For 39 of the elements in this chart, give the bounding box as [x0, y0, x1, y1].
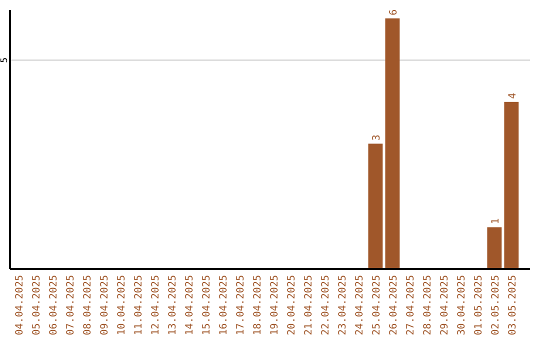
x-tick-label: 27.04.2025: [405, 275, 416, 336]
x-tick-label: 15.04.2025: [202, 275, 213, 336]
x-tick-label: 06.04.2025: [48, 275, 60, 336]
x-tick-label: 07.04.2025: [66, 275, 77, 336]
data-label: 3: [371, 134, 382, 141]
x-tick-label: 12.04.2025: [150, 275, 162, 336]
x-tick-label: 17.04.2025: [236, 275, 247, 336]
x-tick-label: 29.04.2025: [439, 275, 450, 336]
x-tick-label: 25.04.2025: [371, 275, 382, 336]
bar: [504, 102, 519, 269]
x-tick-label: 01.05.2025: [473, 275, 484, 336]
x-tick-label: 21.04.2025: [303, 275, 314, 336]
data-label: 6: [388, 9, 400, 16]
x-tick-label: 13.04.2025: [168, 275, 179, 336]
x-tick-label: 08.04.2025: [82, 275, 94, 336]
x-tick-label: 10.04.2025: [116, 275, 128, 336]
x-tick-label: 14.04.2025: [184, 275, 196, 336]
x-tick-label: 22.04.2025: [320, 275, 332, 336]
x-tick-label: 16.04.2025: [218, 275, 230, 336]
y-tick-label: 5: [0, 57, 10, 63]
x-tick-label: 23.04.2025: [337, 275, 348, 336]
x-tick-label: 09.04.2025: [100, 275, 111, 336]
data-label: 4: [507, 92, 518, 99]
x-tick-label: 04.04.2025: [14, 275, 26, 336]
x-tick-label: 05.04.2025: [32, 275, 43, 336]
bar: [487, 227, 502, 269]
x-tick-label: 30.04.2025: [456, 275, 468, 336]
x-tick-label: 20.04.2025: [286, 275, 298, 336]
x-tick-label: 02.05.2025: [490, 275, 502, 336]
bar: [385, 18, 400, 269]
x-tick-label: 18.04.2025: [252, 275, 264, 336]
x-tick-label: 19.04.2025: [269, 275, 280, 336]
x-tick-label: 11.04.2025: [134, 275, 145, 336]
x-tick-label: 26.04.2025: [388, 275, 400, 336]
bar: [368, 144, 383, 269]
x-tick-label: 28.04.2025: [422, 275, 434, 336]
x-tick-label: 24.04.2025: [354, 275, 366, 336]
x-tick-label: 03.05.2025: [507, 275, 518, 336]
data-label: 1: [490, 218, 502, 224]
